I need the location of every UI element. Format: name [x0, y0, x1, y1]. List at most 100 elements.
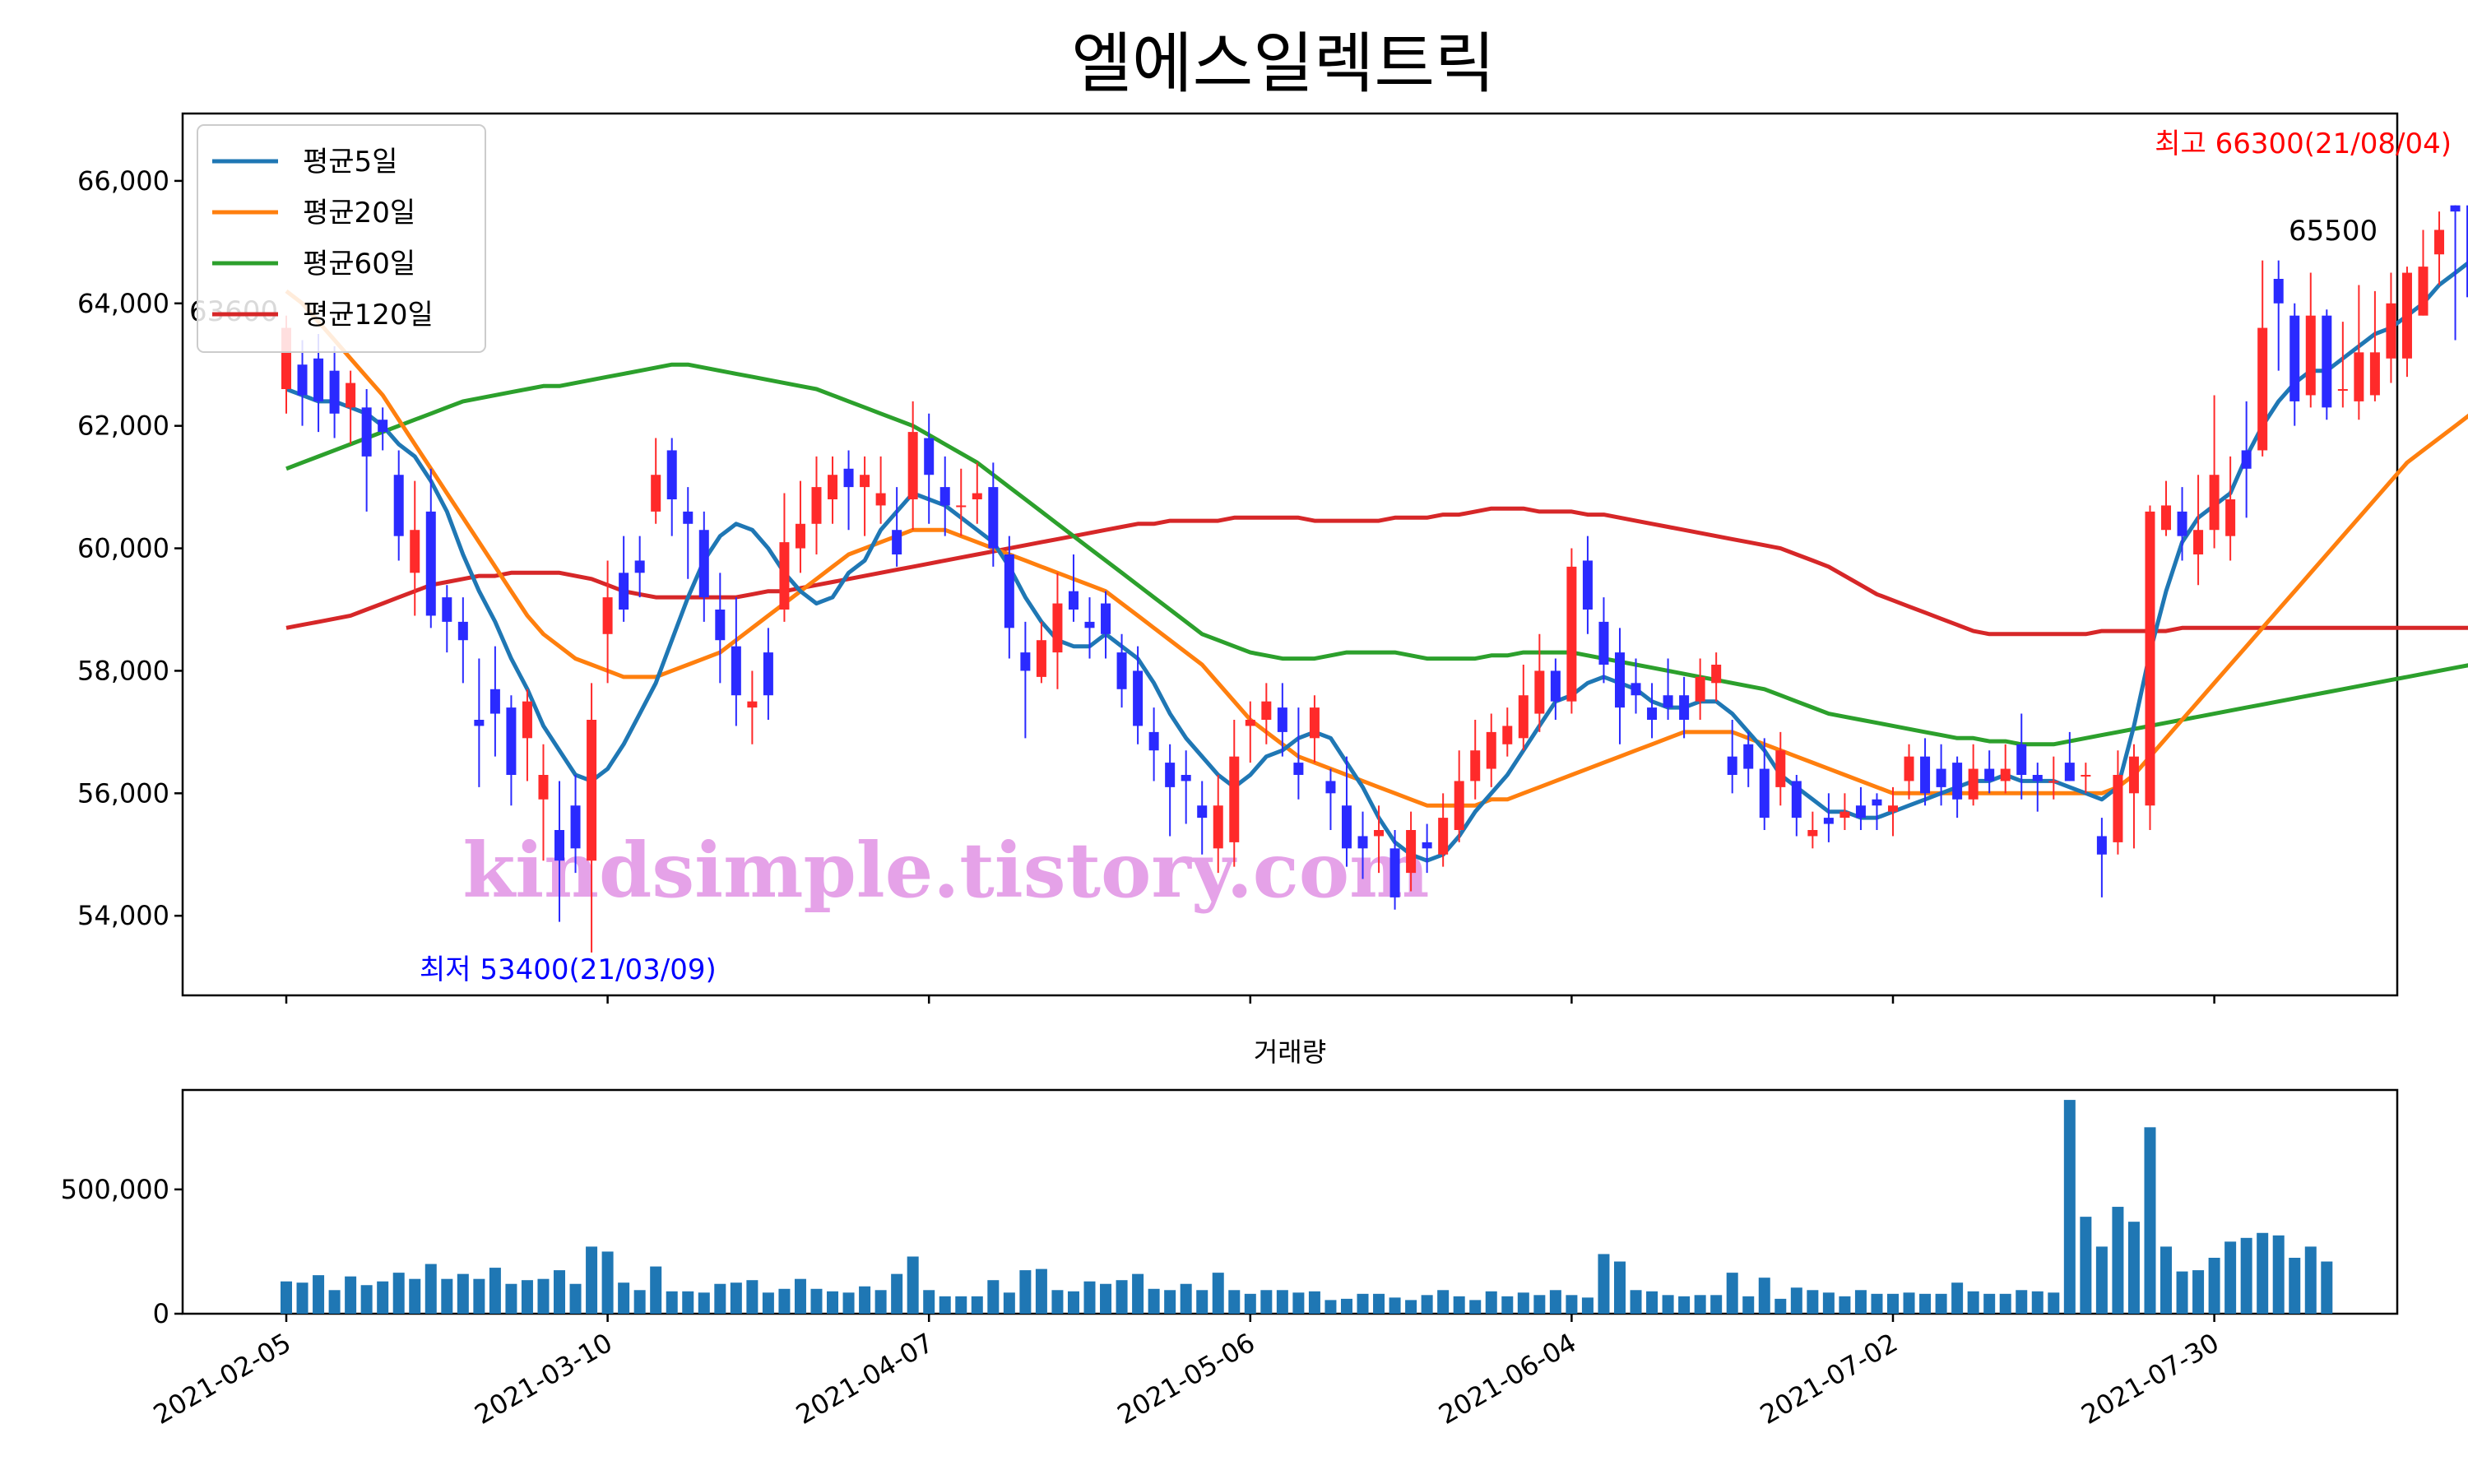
candle-body [1454, 781, 1464, 830]
volume-bar [2176, 1271, 2188, 1314]
volume-bar [1100, 1283, 1112, 1314]
candle [1695, 658, 1705, 720]
candle [1663, 658, 1673, 720]
candle [2128, 744, 2139, 849]
volume-bar [1421, 1295, 1433, 1314]
volume-bar [907, 1256, 919, 1314]
candle-body [956, 505, 967, 508]
candle [2386, 272, 2396, 383]
candle-body [1357, 836, 1368, 849]
candle-body [2450, 205, 2461, 212]
price-y-tick-label: 56,000 [77, 777, 169, 809]
candle [1341, 756, 1352, 867]
candle [715, 573, 726, 684]
volume-bar [409, 1278, 421, 1314]
legend: 평균5일 평균20일 평균60일 평균120일 [197, 124, 486, 353]
candle [410, 480, 420, 616]
candle-body [2434, 230, 2445, 255]
candle [1872, 793, 1882, 830]
volume-bar [1292, 1292, 1305, 1314]
candle-body [1438, 818, 1449, 855]
candle [1052, 573, 1063, 689]
volume-bar [1533, 1295, 1546, 1314]
volume-bar [859, 1286, 871, 1314]
legend-label-ma60: 평균60일 [303, 248, 415, 281]
candle [1438, 793, 1449, 867]
volume-bar [1405, 1300, 1417, 1314]
volume-bar [1807, 1290, 1819, 1314]
candle [1406, 811, 1417, 892]
candle-body [361, 407, 372, 457]
volume-bar [1566, 1295, 1578, 1314]
candle-body [313, 358, 324, 401]
candle [634, 536, 645, 598]
volume-bar [2304, 1246, 2317, 1314]
candle-body [1245, 720, 1255, 726]
candle-body [875, 493, 886, 506]
candle-body [1341, 805, 1352, 849]
candle-body [972, 493, 982, 499]
candle-body [489, 689, 500, 714]
volume-bar [955, 1296, 967, 1314]
volume-bar [1726, 1273, 1738, 1314]
candle [795, 480, 805, 573]
volume-bar [1887, 1293, 1899, 1314]
legend-label-ma20: 평균20일 [303, 197, 415, 230]
candle [329, 345, 340, 438]
ma60-line [285, 362, 2468, 747]
volume-bar [1228, 1290, 1241, 1314]
candle-body [1389, 848, 1400, 897]
candle [1647, 683, 1658, 739]
candle [988, 462, 999, 567]
candle-body [425, 511, 436, 616]
candle-body [1197, 805, 1208, 819]
price-y-tick-label: 54,000 [77, 900, 169, 931]
candle [442, 585, 452, 653]
volume-bar [1662, 1295, 1674, 1314]
candle [666, 438, 677, 536]
volume-bar [1630, 1290, 1642, 1314]
candle-body [2241, 450, 2252, 469]
candle-body [892, 530, 902, 554]
volume-y-tick-label: 500,000 [61, 1174, 169, 1205]
volume-bar [923, 1290, 935, 1314]
volume-bar [473, 1278, 485, 1314]
candle [1133, 646, 1144, 744]
volume-bar [1854, 1290, 1867, 1314]
volume-bar [666, 1291, 678, 1314]
candle [1904, 744, 1914, 800]
candle [2177, 487, 2187, 561]
candle [489, 646, 500, 757]
candle [522, 689, 532, 781]
chart-title: 엘에스일렉트릭 [1071, 26, 1495, 102]
candle [1229, 720, 1240, 867]
volume-bar [2160, 1246, 2173, 1314]
candle [1454, 750, 1464, 842]
volume-bar [1485, 1291, 1497, 1314]
candle [2113, 750, 2123, 855]
candle [1614, 628, 1625, 744]
candle [972, 462, 982, 524]
volume-bar [1598, 1254, 1610, 1314]
volume-bar [601, 1251, 614, 1314]
candle-body [2386, 303, 2396, 359]
volume-bar [633, 1290, 646, 1314]
candle-body [570, 805, 581, 849]
candle-body [1052, 603, 1063, 653]
volume-bar [1019, 1270, 1032, 1314]
volume-bar [1003, 1292, 1015, 1314]
candle-body [1261, 701, 1272, 720]
ma120-line [285, 506, 2468, 637]
volume-bar [457, 1273, 469, 1314]
candle-body [442, 597, 452, 622]
candle-body [1823, 818, 1834, 824]
candle [651, 438, 661, 524]
candle-body [2016, 744, 2027, 775]
candle [2434, 211, 2445, 285]
candle [619, 536, 629, 622]
candle [2418, 230, 2429, 316]
candle-body [2081, 775, 2091, 777]
candle-body [1293, 763, 1304, 775]
candle-body [506, 707, 517, 775]
volume-bar [1308, 1291, 1320, 1314]
